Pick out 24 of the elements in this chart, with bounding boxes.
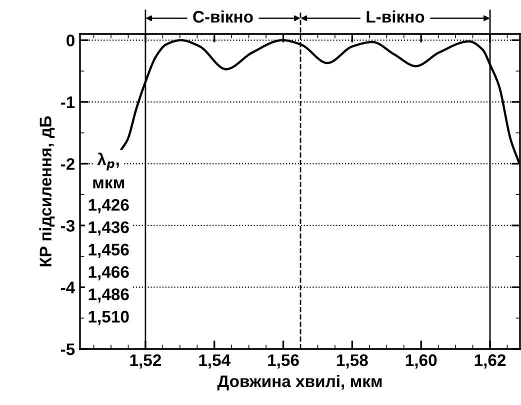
annotation: 1,436: [88, 221, 129, 236]
x-tick-label: 1,54: [199, 354, 231, 369]
y-tick-label: -2: [60, 158, 74, 170]
annotation: 1,466: [88, 266, 129, 280]
y-tick-label: -1: [60, 96, 75, 108]
y-tick-label: -4: [60, 282, 76, 294]
annotation: 1,510: [88, 310, 129, 326]
annotation: мкм: [93, 179, 124, 188]
y-tick-label: -5: [60, 344, 75, 356]
text: L-вікно: [366, 10, 424, 23]
y-tick-label: -3: [60, 220, 75, 232]
x-tick-label: 1,58: [337, 354, 368, 369]
annotation: λ$_{p}$,: [97, 152, 119, 170]
annotation: 1,486: [88, 288, 129, 303]
x-axis-title: Довжина хвилі, мкм: [217, 374, 382, 390]
annotation: 1,456: [88, 244, 129, 258]
y-tick-label: 0: [66, 34, 74, 46]
x-tick-label: 1,56: [268, 354, 299, 369]
text: C-вікно: [193, 10, 253, 23]
x-tick-label: 1,60: [406, 354, 437, 369]
y-axis-title: КР підсилення, дБ: [39, 116, 55, 266]
x-tick-label: 1,62: [474, 354, 506, 369]
annotation: 1,426: [88, 198, 129, 214]
x-tick-label: 1,52: [130, 354, 162, 369]
